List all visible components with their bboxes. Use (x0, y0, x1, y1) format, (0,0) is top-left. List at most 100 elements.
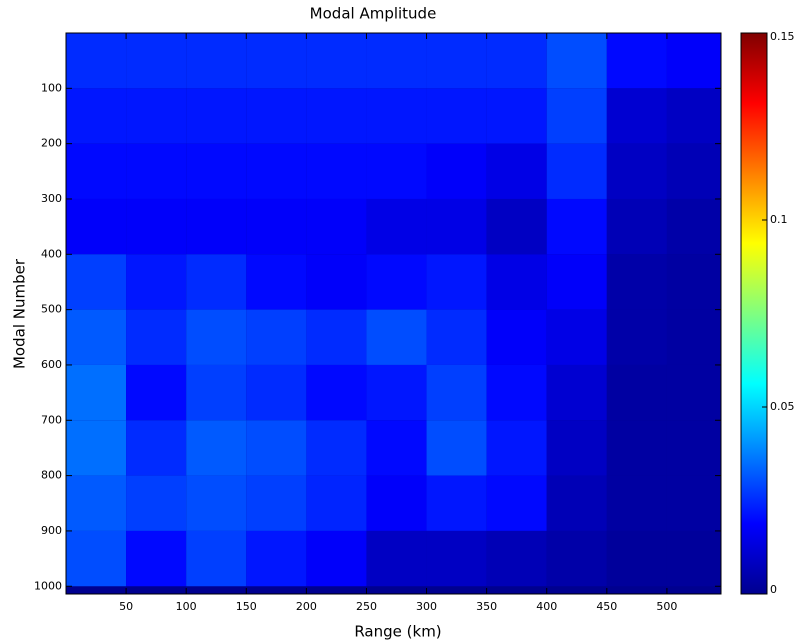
y-tick-label: 700 (41, 413, 62, 426)
heatmap-cell (186, 309, 247, 365)
heatmap-cell (366, 33, 427, 89)
heatmap-cell (486, 198, 547, 255)
heatmap-cell (486, 364, 547, 421)
heatmap-cell (186, 254, 247, 310)
y-tick-label: 600 (41, 358, 62, 371)
heatmap-cell (246, 475, 307, 531)
heatmap-cell (366, 364, 427, 421)
heatmap-cell (486, 33, 547, 89)
heatmap-cell (426, 143, 487, 199)
heatmap-cell (126, 88, 187, 144)
heatmap-cell (126, 475, 187, 531)
heatmap-cell (606, 309, 667, 365)
x-tick-label: 350 (476, 600, 497, 613)
heatmap-cell (426, 364, 487, 421)
heatmap-cell (186, 143, 247, 199)
heatmap-cell (366, 143, 427, 199)
heatmap-cell (306, 420, 367, 476)
heatmap-cell (486, 420, 547, 476)
heatmap-cell (306, 143, 367, 199)
heatmap-cell (426, 88, 487, 144)
heatmap-cell (186, 364, 247, 421)
heatmap-cell (426, 33, 487, 89)
x-tick-label: 400 (536, 600, 557, 613)
heatmap-cell (666, 364, 721, 421)
heatmap-cell (246, 33, 307, 89)
heatmap-cell (306, 309, 367, 365)
heatmap-cell (486, 143, 547, 199)
heatmap-cell (426, 309, 487, 365)
heatmap-cell (606, 254, 667, 310)
heatmap-cell (306, 475, 367, 531)
heatmap-cell (186, 475, 247, 531)
colorbar-tick-label: 0.15 (770, 30, 795, 43)
heatmap-cell (126, 530, 187, 587)
heatmap-cell (486, 254, 547, 310)
y-tick-label: 100 (41, 81, 62, 94)
heatmap-cell (186, 198, 247, 255)
heatmap-cell (126, 309, 187, 365)
colorbar-tick-label: 0.1 (770, 213, 788, 226)
y-tick-label: 500 (41, 303, 62, 316)
heatmap-cell (546, 254, 607, 310)
x-tick-label: 100 (176, 600, 197, 613)
y-tick-label: 1000 (34, 579, 62, 592)
heatmap-cell (606, 198, 667, 255)
heatmap-cell (606, 364, 667, 421)
y-tick-label: 400 (41, 247, 62, 260)
heatmap-cell (486, 475, 547, 531)
heatmap-cell (66, 530, 127, 587)
colorbar (740, 32, 768, 595)
heatmap-cell (246, 364, 307, 421)
x-tick-label: 450 (596, 600, 617, 613)
heatmap-cell (666, 33, 721, 89)
y-tick-label: 200 (41, 137, 62, 150)
heatmap-cell (546, 88, 607, 144)
y-tick-label: 800 (41, 469, 62, 482)
heatmap-cell (126, 420, 187, 476)
heatmap-cell (366, 88, 427, 144)
x-axis-label: Range (km) (354, 623, 441, 641)
heatmap-cell (126, 254, 187, 310)
y-tick-label: 900 (41, 524, 62, 537)
heatmap-cell (606, 420, 667, 476)
heatmap-cell (306, 530, 367, 587)
heatmap-cell (366, 475, 427, 531)
x-tick-label: 500 (656, 600, 677, 613)
heatmap-cell (246, 143, 307, 199)
heatmap-cell (546, 364, 607, 421)
heatmap-cell (546, 475, 607, 531)
heatmap-cell (246, 198, 307, 255)
colorbar-tick-label: 0.05 (770, 400, 795, 413)
heatmap-cell (486, 309, 547, 365)
heatmap-cell (546, 143, 607, 199)
heatmap-cell (426, 198, 487, 255)
heatmap-cell (366, 420, 427, 476)
heatmap-cell (666, 88, 721, 144)
y-tick-label: 300 (41, 192, 62, 205)
heatmap-cell (546, 530, 607, 587)
heatmap-cell (546, 198, 607, 255)
heatmap-cell (306, 364, 367, 421)
heatmap-cell (426, 530, 487, 587)
y-axis-label: Modal Number (11, 258, 29, 369)
x-tick-label: 50 (119, 600, 133, 613)
heatmap-cell (546, 420, 607, 476)
heatmap-cell (606, 88, 667, 144)
heatmap-cell (66, 198, 127, 255)
heatmap-cell (66, 309, 127, 365)
heatmap-cell (186, 33, 247, 89)
heatmap (66, 33, 721, 587)
heatmap-cell (606, 530, 667, 587)
heatmap-cell (366, 309, 427, 365)
heatmap-cell (426, 254, 487, 310)
x-tick-label: 250 (356, 600, 377, 613)
plot-frame (65, 32, 722, 595)
x-tick-label: 200 (296, 600, 317, 613)
heatmap-cell (66, 88, 127, 144)
heatmap-cell (306, 88, 367, 144)
heatmap-cell (66, 254, 127, 310)
chart-title: Modal Amplitude (310, 5, 437, 23)
heatmap-cell (666, 530, 721, 587)
heatmap-cell (666, 309, 721, 365)
